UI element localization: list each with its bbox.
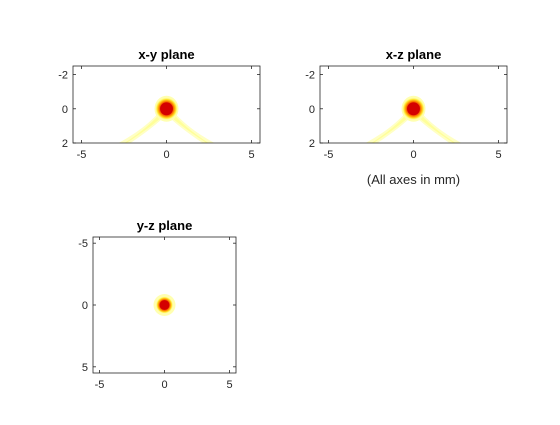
y-tick-label: 0 bbox=[309, 104, 315, 116]
panel-title: x-y plane bbox=[138, 47, 194, 62]
panel-3: -5 0 5 -5 0 5 y-z plane bbox=[78, 218, 237, 391]
x-tick-label: 0 bbox=[410, 149, 416, 161]
x-tick-label: 5 bbox=[248, 149, 254, 161]
panel-title: y-z plane bbox=[137, 218, 193, 233]
beam-tail bbox=[365, 106, 462, 143]
y-tick-label: 0 bbox=[82, 300, 88, 312]
x-tick-label: 5 bbox=[226, 379, 232, 391]
intensity-core bbox=[407, 102, 420, 116]
axes-unit-note: (All axes in mm) bbox=[367, 172, 460, 187]
y-tick-label: -2 bbox=[305, 70, 315, 82]
beam-tail bbox=[118, 106, 215, 143]
x-tick-label: -5 bbox=[95, 379, 105, 391]
y-tick-label: 2 bbox=[62, 138, 68, 150]
y-tick-label: -2 bbox=[58, 70, 68, 82]
y-tick-label: 0 bbox=[62, 104, 68, 116]
panel-title: x-z plane bbox=[386, 47, 442, 62]
y-tick-label: 5 bbox=[82, 362, 88, 374]
intensity-core bbox=[159, 300, 170, 310]
x-tick-label: 0 bbox=[163, 149, 169, 161]
y-tick-label: 2 bbox=[309, 138, 315, 150]
intensity-core bbox=[160, 102, 173, 116]
x-tick-label: -5 bbox=[77, 149, 87, 161]
panel-1: -5 0 5 -2 0 2 x-y plane bbox=[58, 47, 261, 161]
x-tick-label: -5 bbox=[324, 149, 334, 161]
x-tick-label: 5 bbox=[495, 149, 501, 161]
y-tick-label: -5 bbox=[78, 238, 88, 250]
panel-2: -5 0 5 -2 0 2 x-z plane (All axes in mm) bbox=[305, 47, 508, 187]
x-tick-label: 0 bbox=[161, 379, 167, 391]
